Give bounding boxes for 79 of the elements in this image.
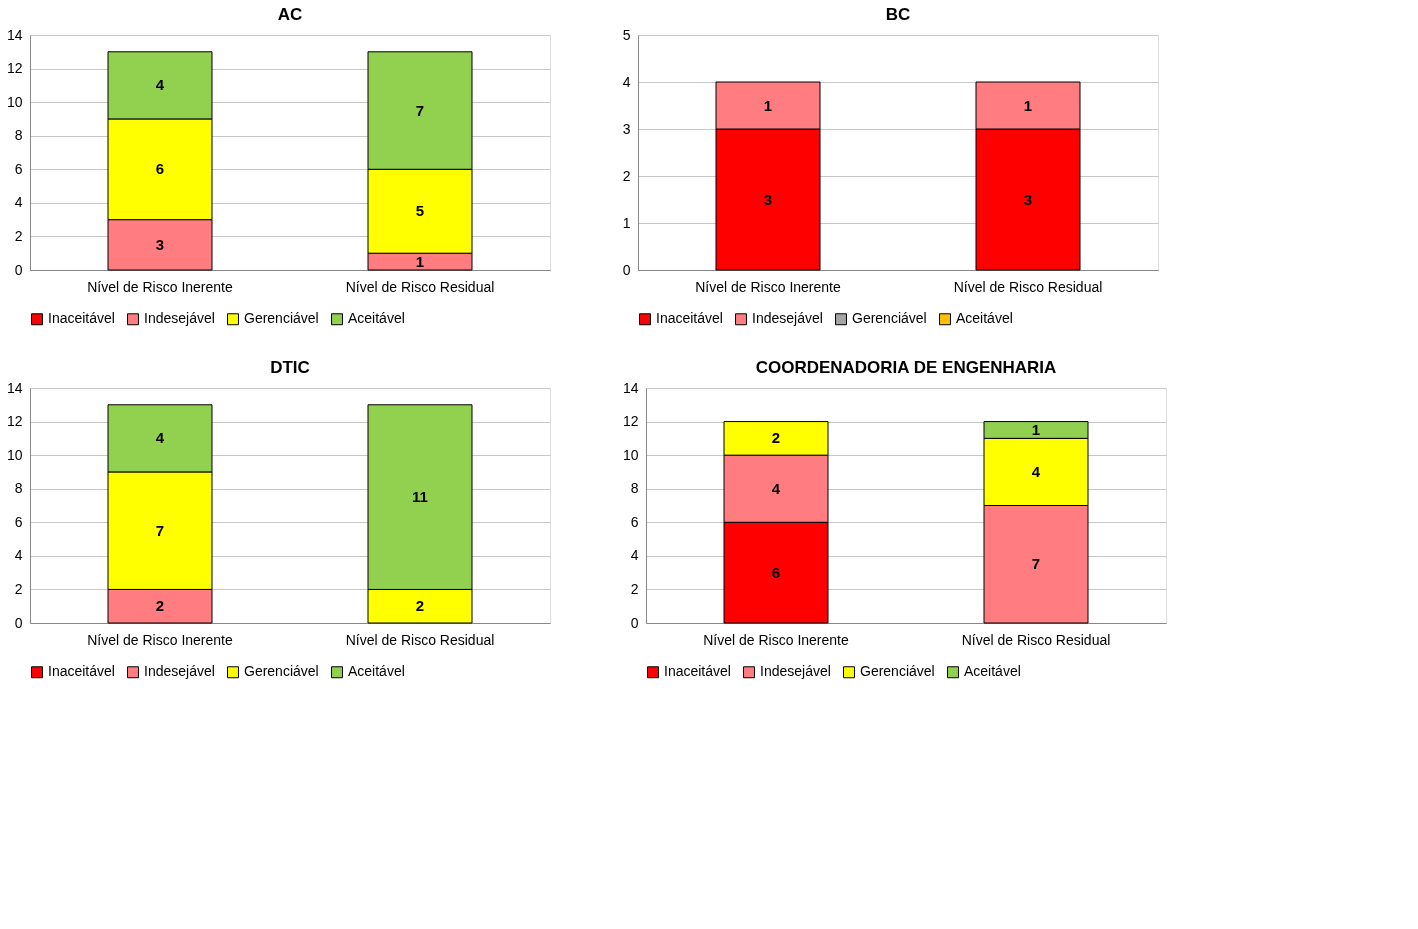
y-tick-label: 14 — [6, 379, 23, 396]
x-tick-label: Nível de Risco Inerente — [695, 278, 841, 295]
x-tick-label: Nível de Risco Inerente — [703, 631, 849, 648]
y-tick-label: 4 — [630, 547, 639, 564]
y-tick-label: 12 — [6, 413, 23, 430]
legend-label: Inaceitável — [48, 310, 115, 327]
data-label: 11 — [412, 488, 428, 506]
legend-label: Gerenciável — [860, 663, 935, 680]
data-label: 3 — [1023, 190, 1033, 208]
data-label: 5 — [415, 202, 425, 220]
y-tick-label: 14 — [6, 26, 23, 43]
x-tick-label: Nível de Risco Inerente — [87, 631, 233, 648]
data-label: 7 — [1031, 555, 1041, 573]
y-tick-label: 8 — [630, 480, 639, 497]
legend-label: Aceitável — [956, 310, 1013, 327]
y-tick-label: 5 — [622, 26, 631, 43]
y-tick-label: 8 — [14, 127, 23, 144]
y-tick-label: 12 — [622, 413, 639, 430]
y-tick-label: 0 — [630, 614, 639, 631]
chart-title: COORDENADORIA DE ENGENHARIA — [755, 358, 1057, 377]
y-tick-label: 12 — [6, 60, 23, 77]
data-label: 2 — [155, 597, 165, 615]
legend-label: Inaceitável — [656, 310, 723, 327]
data-label: 1 — [415, 252, 425, 270]
data-label: 1 — [763, 96, 773, 114]
data-label: 4 — [771, 479, 781, 497]
y-tick-label: 4 — [14, 547, 23, 564]
y-tick-label: 2 — [630, 580, 639, 597]
x-tick-label: Nível de Risco Residual — [953, 278, 1103, 295]
chart-title: DTIC — [270, 358, 310, 377]
x-tick-label: Nível de Risco Residual — [961, 631, 1111, 648]
y-tick-label: 3 — [622, 120, 631, 137]
legend-label: Indesejável — [144, 310, 215, 327]
legend-label: Inaceitável — [48, 663, 115, 680]
data-label: 4 — [1031, 462, 1041, 480]
data-label: 4 — [155, 429, 165, 447]
legend-label: Inaceitável — [664, 663, 731, 680]
legend-label: Aceitável — [348, 663, 405, 680]
y-tick-label: 1 — [622, 214, 631, 231]
chart-title: AC — [277, 5, 303, 24]
y-tick-label: 10 — [6, 93, 23, 110]
y-tick-label: 6 — [14, 513, 23, 530]
data-label: 6 — [155, 160, 165, 178]
x-tick-label: Nível de Risco Residual — [345, 278, 495, 295]
y-tick-label: 6 — [630, 513, 639, 530]
legend-label: Indesejável — [144, 663, 215, 680]
data-label: 6 — [771, 563, 781, 581]
data-label: 2 — [771, 429, 781, 447]
legend-label: Gerenciável — [244, 663, 319, 680]
legend-label: Indesejável — [760, 663, 831, 680]
x-tick-label: Nível de Risco Inerente — [87, 278, 233, 295]
y-tick-label: 0 — [622, 261, 631, 278]
legend-label: Indesejável — [752, 310, 823, 327]
data-label: 1 — [1023, 96, 1033, 114]
data-label: 3 — [763, 190, 773, 208]
y-tick-label: 0 — [14, 614, 23, 631]
data-label: 4 — [155, 76, 165, 94]
data-label: 1 — [1031, 420, 1041, 438]
y-tick-label: 10 — [6, 446, 23, 463]
y-tick-label: 2 — [622, 167, 631, 184]
y-tick-label: 2 — [14, 580, 23, 597]
data-label: 7 — [155, 521, 165, 539]
y-tick-label: 8 — [14, 480, 23, 497]
y-tick-label: 14 — [622, 379, 639, 396]
y-tick-label: 4 — [14, 194, 23, 211]
y-tick-label: 4 — [622, 73, 631, 90]
y-tick-label: 0 — [14, 261, 23, 278]
data-label: 3 — [155, 235, 165, 253]
legend-label: Gerenciável — [244, 310, 319, 327]
y-tick-label: 6 — [14, 160, 23, 177]
legend-label: Gerenciável — [852, 310, 927, 327]
legend-label: Aceitável — [964, 663, 1021, 680]
data-label: 7 — [415, 101, 425, 119]
y-tick-label: 2 — [14, 227, 23, 244]
chart-title: BC — [885, 5, 911, 24]
y-tick-label: 10 — [622, 446, 639, 463]
data-label: 2 — [415, 597, 425, 615]
legend-label: Aceitável — [348, 310, 405, 327]
x-tick-label: Nível de Risco Residual — [345, 631, 495, 648]
